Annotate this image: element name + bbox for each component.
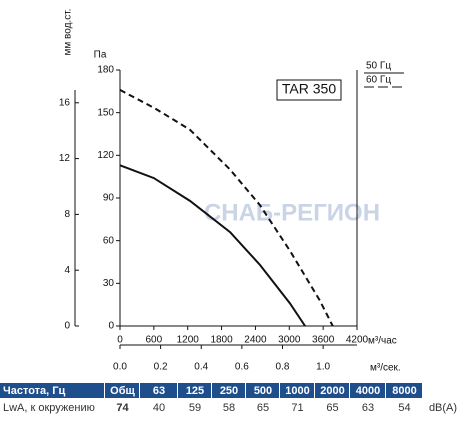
y2-tick-label: 8 [64,209,70,220]
header-text: 500 [254,385,272,397]
row-text: 59 [189,402,201,414]
header-cell [246,383,279,398]
header-cell [315,383,349,398]
x-tick-label: 3600 [312,335,335,346]
y-tick-label: 120 [97,150,114,161]
header-cell [0,383,104,398]
row-text: 54 [398,402,410,414]
row-text: 40 [153,402,165,414]
x2-tick-label: 0.2 [154,362,168,373]
header-cell [350,383,385,398]
legend-label: 50 Гц [366,61,391,72]
x2-axis-label: м³/сек. [370,363,401,374]
y-axis-label: Па [94,50,107,61]
y-tick-label: 60 [103,235,115,246]
y2-tick-label: 4 [64,265,70,276]
y2-axis-label: мм вод.ст. [63,9,74,56]
y-tick-label: 150 [97,107,114,118]
line [119,89,334,327]
header-text: 63 [153,385,165,397]
header-text: Общ [110,385,135,397]
header-text: 2000 [320,385,344,397]
watermark: СНАБ-РЕГИОН [204,199,380,226]
header-text: 4000 [356,385,380,397]
header-cell [105,383,139,398]
header-text: 1000 [285,385,309,397]
y2-tick-label: 12 [59,153,71,164]
y-tick-label: 180 [97,65,114,76]
y-tick-label: 0 [108,321,114,332]
x2-tick-label: 1.0 [316,362,330,373]
row-text: 74 [116,402,129,414]
label-box [276,79,342,101]
x2-tick-label: 0.8 [276,362,290,373]
x-tick-label: 3000 [278,335,301,346]
y2-tick-label: 0 [64,321,70,332]
x-tick-label: 1800 [210,335,233,346]
x2-tick-label: 0.4 [194,362,208,373]
header-text: 8000 [392,385,416,397]
line [119,164,306,327]
y-tick-label: 90 [103,193,115,204]
row-text: 65 [257,402,269,414]
x-tick-label: 0 [117,335,123,346]
header-cell [212,383,245,398]
x-tick-label: 600 [146,335,163,346]
row-text: LwA, к окружению [3,402,95,414]
header-text: Частота, Гц [3,385,66,397]
header-cell [386,383,422,398]
header-cell [178,383,211,398]
row-text: 65 [326,402,338,414]
header-cell [140,383,177,398]
row-text: 63 [362,402,374,414]
row-text: 71 [291,402,303,414]
x-tick-label: 1200 [177,335,200,346]
x-tick-label: 4200 [346,335,369,346]
header-text: 125 [186,385,204,397]
y2-tick-label: 16 [59,97,71,108]
y-tick-label: 30 [103,278,115,289]
x2-tick-label: 0.0 [113,362,127,373]
x-tick-label: 2400 [244,335,267,346]
row-text: dB(A) [429,402,457,414]
row-text: 58 [223,402,235,414]
model-label: TAR 350 [282,81,336,97]
x2-tick-label: 0.6 [235,362,249,373]
header-text: 250 [220,385,238,397]
legend-label: 60 Гц [366,75,391,86]
header-cell [280,383,314,398]
x-axis-label: м³/час [368,336,397,347]
